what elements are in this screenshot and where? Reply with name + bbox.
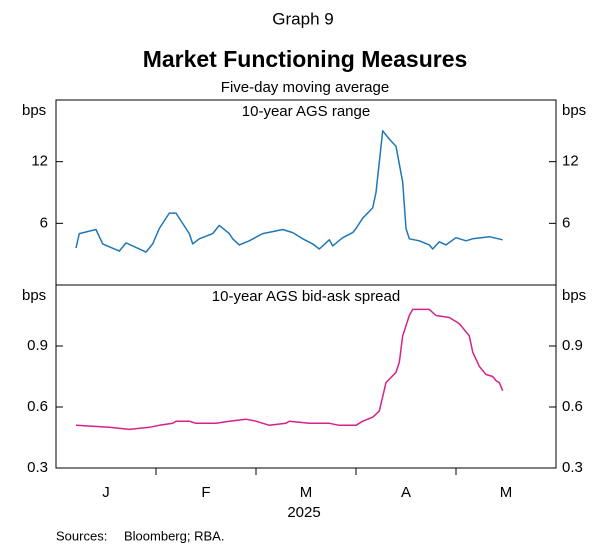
data-line	[75, 308, 504, 431]
x-tick-label: J	[102, 484, 110, 501]
y2-axis-label: bps	[562, 102, 586, 119]
panel-frame	[55, 99, 557, 286]
data-line	[75, 130, 503, 253]
y2-tick-label: 0.3	[562, 459, 583, 476]
chart-subtitle: Five-day moving average	[221, 79, 389, 96]
x-tick-label: M	[300, 484, 313, 501]
y-tick-label: 0.6	[27, 398, 48, 415]
panel-title: 10-year AGS bid-ask spread	[212, 288, 400, 305]
chart-title: Market Functioning Measures	[143, 46, 468, 72]
y2-tick-label: 0.6	[562, 398, 583, 415]
y-tick-label: 6	[40, 214, 48, 231]
y-axis-label: bps	[22, 102, 46, 119]
panel-title: 10-year AGS range	[242, 103, 370, 120]
sources-label: Sources:	[56, 528, 107, 543]
y-axis-label: bps	[22, 287, 46, 304]
x-tick-label: M	[500, 484, 513, 501]
y2-axis-label: bps	[562, 287, 586, 304]
y-tick-label: 0.9	[27, 337, 48, 354]
y2-tick-label: 0.9	[562, 337, 583, 354]
y2-tick-label: 12	[562, 153, 579, 170]
graph-label: Graph 9	[272, 9, 333, 28]
y2-tick-label: 6	[562, 214, 570, 231]
sources: Bloomberg; RBA.	[124, 528, 224, 543]
x-tick-label: A	[401, 484, 411, 501]
x-axis-year: 2025	[287, 504, 320, 521]
y-tick-label: 0.3	[27, 459, 48, 476]
x-tick-label: F	[201, 484, 210, 501]
panel-frame	[55, 284, 557, 469]
y-tick-label: 12	[31, 153, 48, 170]
